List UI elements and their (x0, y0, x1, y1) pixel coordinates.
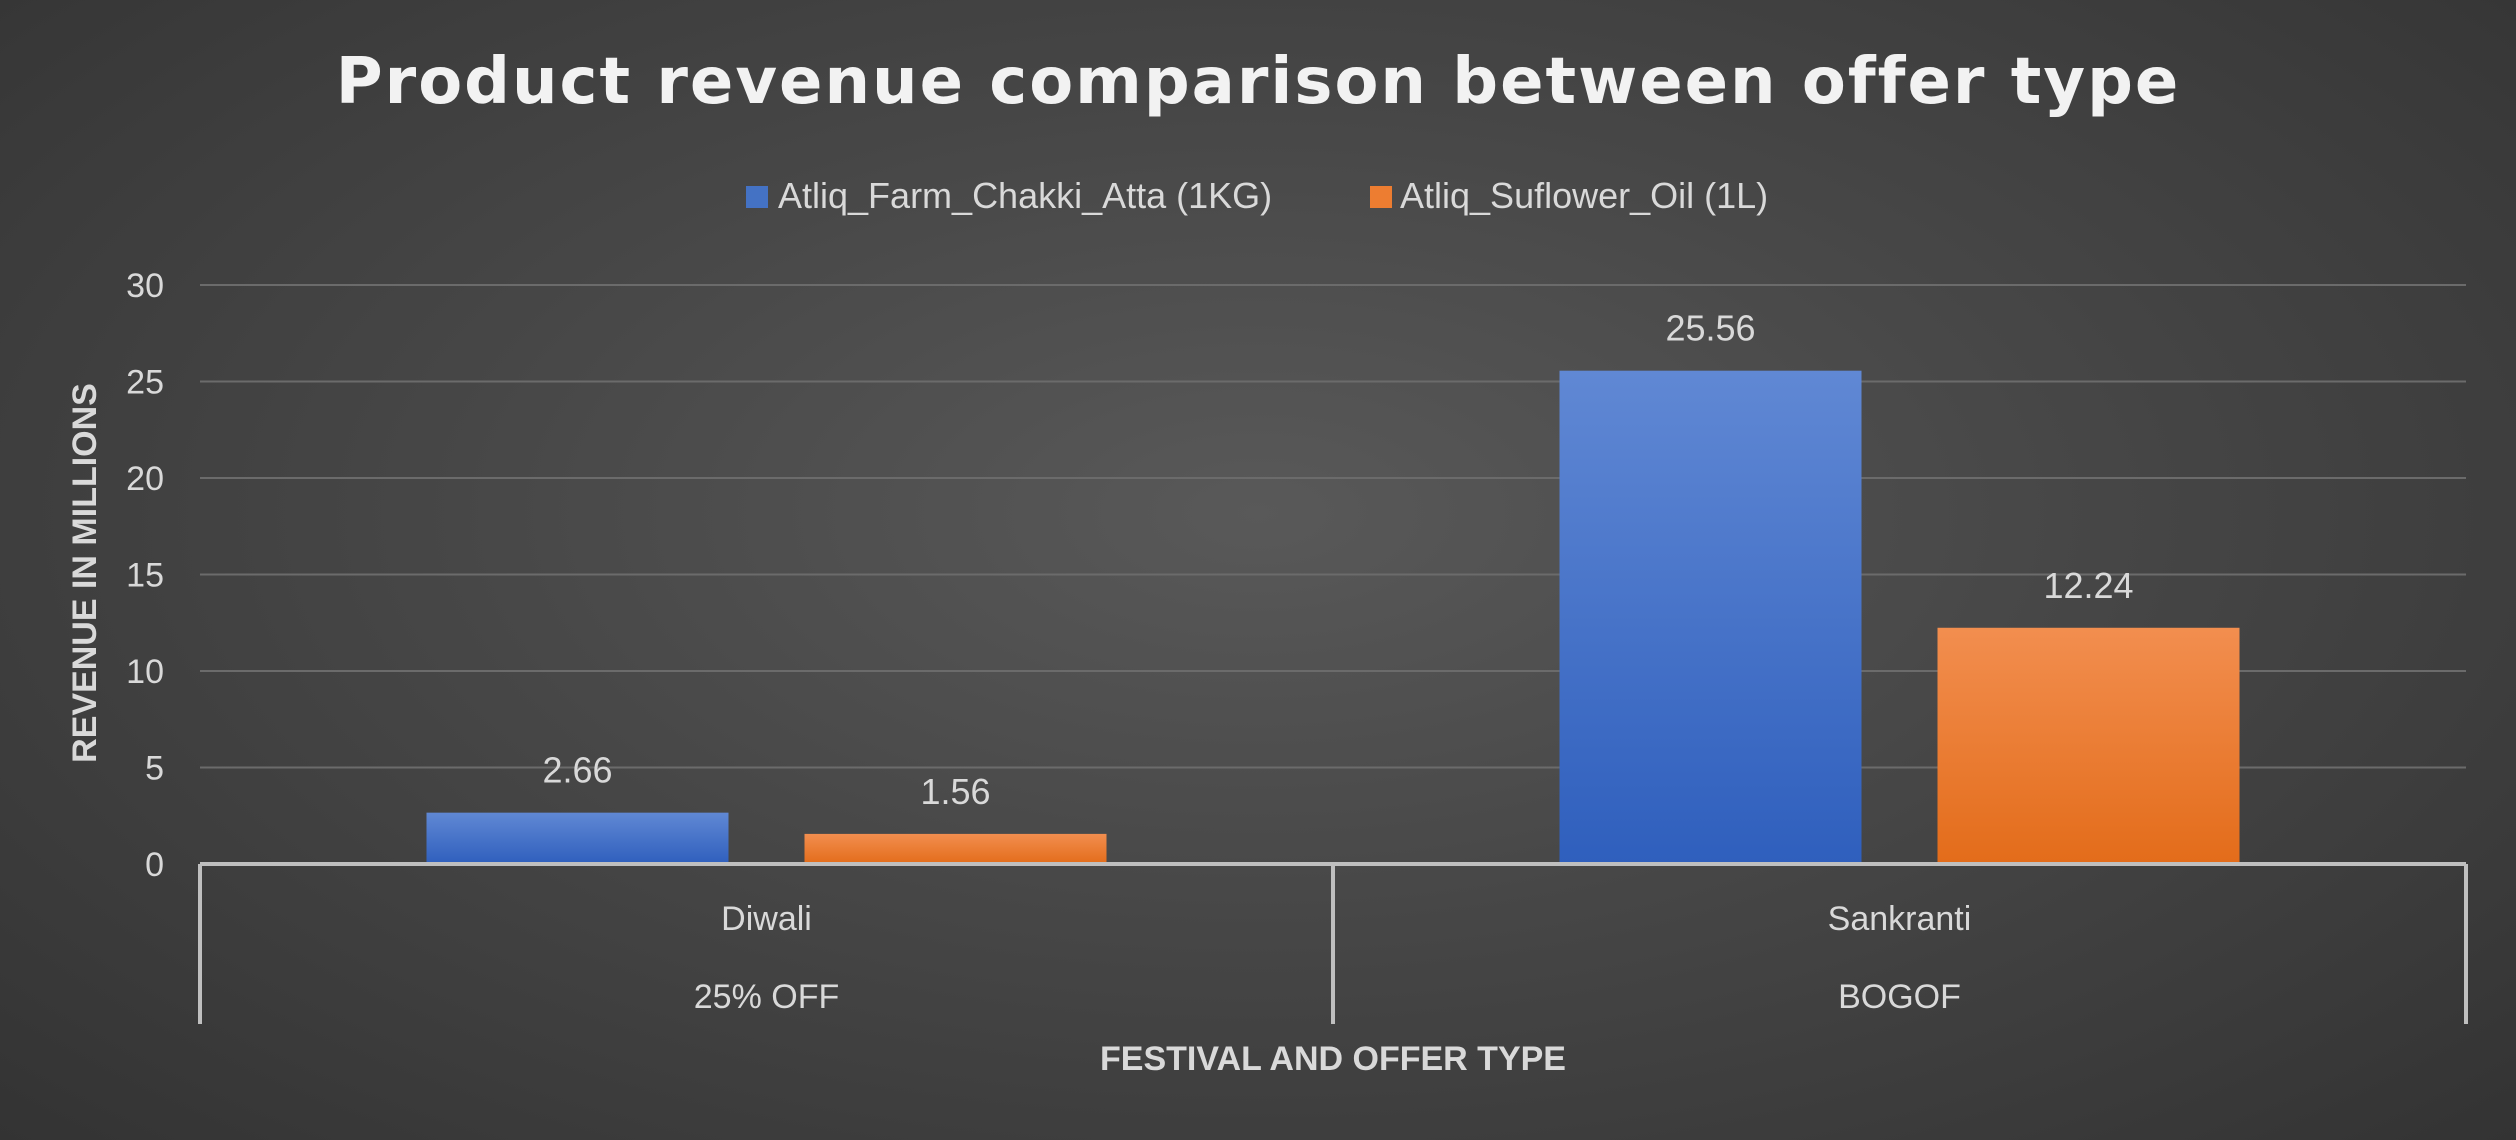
category-label: Sankranti (1828, 900, 1972, 938)
y-axis-ticks: 0 5 10 15 20 25 30 (126, 267, 164, 884)
legend-swatch-series-1 (746, 186, 768, 208)
y-axis-title: REVENUE IN MILLIONS (66, 383, 104, 763)
data-label: 1.56 (920, 771, 990, 812)
bar-series-1-diwali (426, 812, 729, 864)
chart-title: Product revenue comparison between offer… (336, 45, 2181, 119)
data-label: 2.66 (542, 750, 612, 791)
y-tick-label: 0 (145, 846, 164, 884)
bars (426, 370, 2240, 864)
y-tick-label: 5 (145, 750, 164, 788)
offer-type-label: 25% OFF (694, 978, 839, 1016)
category-labels: Diwali 25% OFF Sankranti BOGOF (694, 900, 1972, 1016)
legend: Atliq_Farm_Chakki_Atta (1KG) Atliq_Suflo… (746, 175, 1768, 216)
x-axis-title: FESTIVAL AND OFFER TYPE (1100, 1040, 1566, 1078)
legend-label-series-2: Atliq_Suflower_Oil (1L) (1400, 175, 1768, 216)
category-label: Diwali (721, 900, 812, 938)
legend-swatch-series-2 (1370, 186, 1392, 208)
data-label: 25.56 (1665, 308, 1755, 349)
y-tick-label: 25 (126, 364, 164, 402)
data-label: 12.24 (2043, 565, 2133, 606)
y-tick-label: 20 (126, 460, 164, 498)
y-tick-label: 30 (126, 267, 164, 305)
y-tick-label: 15 (126, 557, 164, 595)
offer-type-label: BOGOF (1838, 978, 1961, 1016)
y-tick-label: 10 (126, 653, 164, 691)
bar-series-1-sankranti (1559, 370, 1862, 864)
x-axis (198, 862, 2468, 1024)
legend-label-series-1: Atliq_Farm_Chakki_Atta (1KG) (778, 175, 1272, 216)
bar-series-2-sankranti (1937, 627, 2240, 864)
bar-series-2-diwali (804, 833, 1107, 864)
data-labels: 2.66 1.56 25.56 12.24 (542, 308, 2133, 812)
